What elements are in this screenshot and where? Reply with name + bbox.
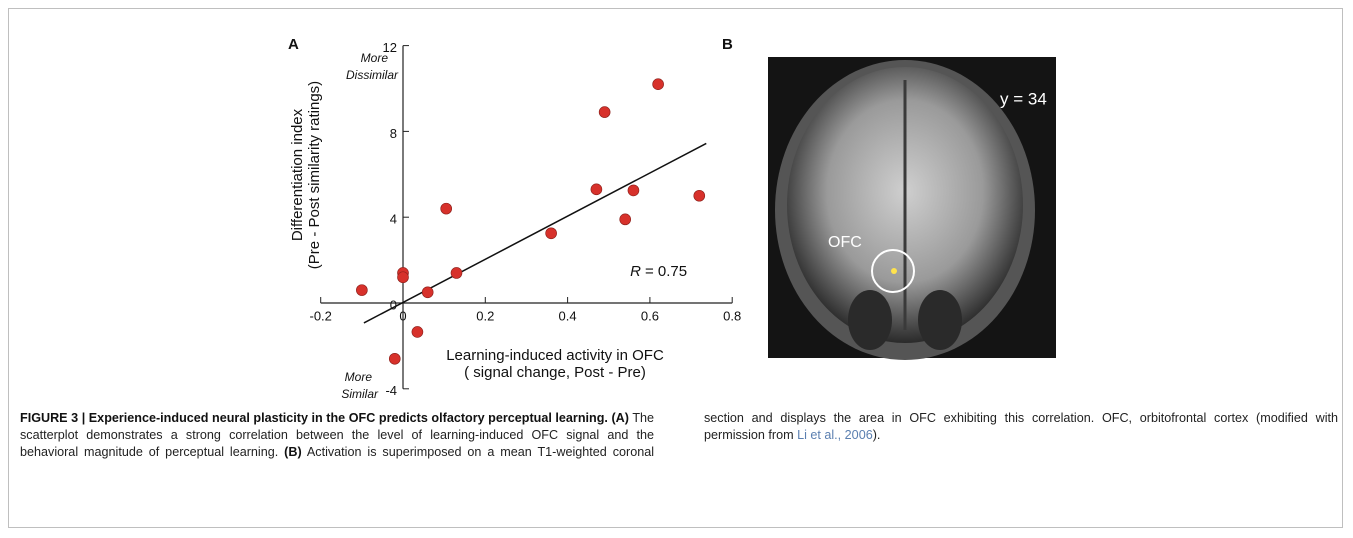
x-axis-label: Learning-induced activity in OFC (446, 347, 664, 364)
x-tick-label: 0.8 (723, 308, 741, 323)
annotation: More (345, 370, 373, 384)
y-tick-label: -4 (385, 383, 397, 398)
caption: FIGURE 3 | Experience-induced neural pla… (20, 410, 1338, 480)
annotation: = 0.75 (645, 263, 687, 280)
x-tick-label: 0.2 (476, 308, 494, 323)
caption-text: ). (873, 428, 881, 442)
y-axis-label: Differentiation index (289, 108, 306, 241)
caption-label: (A) (611, 411, 628, 425)
y-tick-label: 0 (390, 297, 397, 312)
panel-letter: B (722, 36, 733, 53)
data-point (441, 203, 452, 214)
annotation: More (361, 51, 389, 65)
citation[interactable]: Li et al., 2006 (797, 428, 873, 442)
data-point (620, 214, 631, 225)
y-tick-label: 8 (390, 126, 397, 141)
data-point (546, 228, 557, 239)
trend-line (364, 143, 706, 323)
x-tick-label: 0 (399, 308, 406, 323)
x-tick-label: 0.4 (559, 308, 577, 323)
x-tick-label: -0.2 (309, 308, 331, 323)
y-tick-label: 4 (390, 212, 397, 227)
image-label: OFC (828, 234, 862, 251)
y-axis-label: (Pre - Post similarity ratings) (306, 81, 323, 269)
data-point (451, 267, 462, 278)
caption-title: FIGURE 3 | Experience-induced neural pla… (20, 411, 608, 425)
panel-letter: A (288, 36, 299, 53)
annotation: R (630, 263, 641, 280)
x-axis-label: ( signal change, Post - Pre) (464, 364, 646, 381)
brain-image: y = 34 OFC (768, 57, 1056, 360)
data-point (628, 185, 639, 196)
caption-label: (B) (284, 445, 301, 459)
data-point (412, 326, 423, 337)
data-point (389, 353, 400, 364)
data-point (599, 107, 610, 118)
data-point (694, 190, 705, 201)
data-point (653, 79, 664, 90)
data-point (591, 184, 602, 195)
data-point (398, 272, 409, 283)
annotation: Dissimilar (346, 68, 399, 82)
annotation: Similar (341, 387, 379, 400)
data-point (422, 287, 433, 298)
x-tick-label: 0.6 (641, 308, 659, 323)
image-label: y = 34 (1000, 89, 1047, 108)
data-point (356, 285, 367, 296)
